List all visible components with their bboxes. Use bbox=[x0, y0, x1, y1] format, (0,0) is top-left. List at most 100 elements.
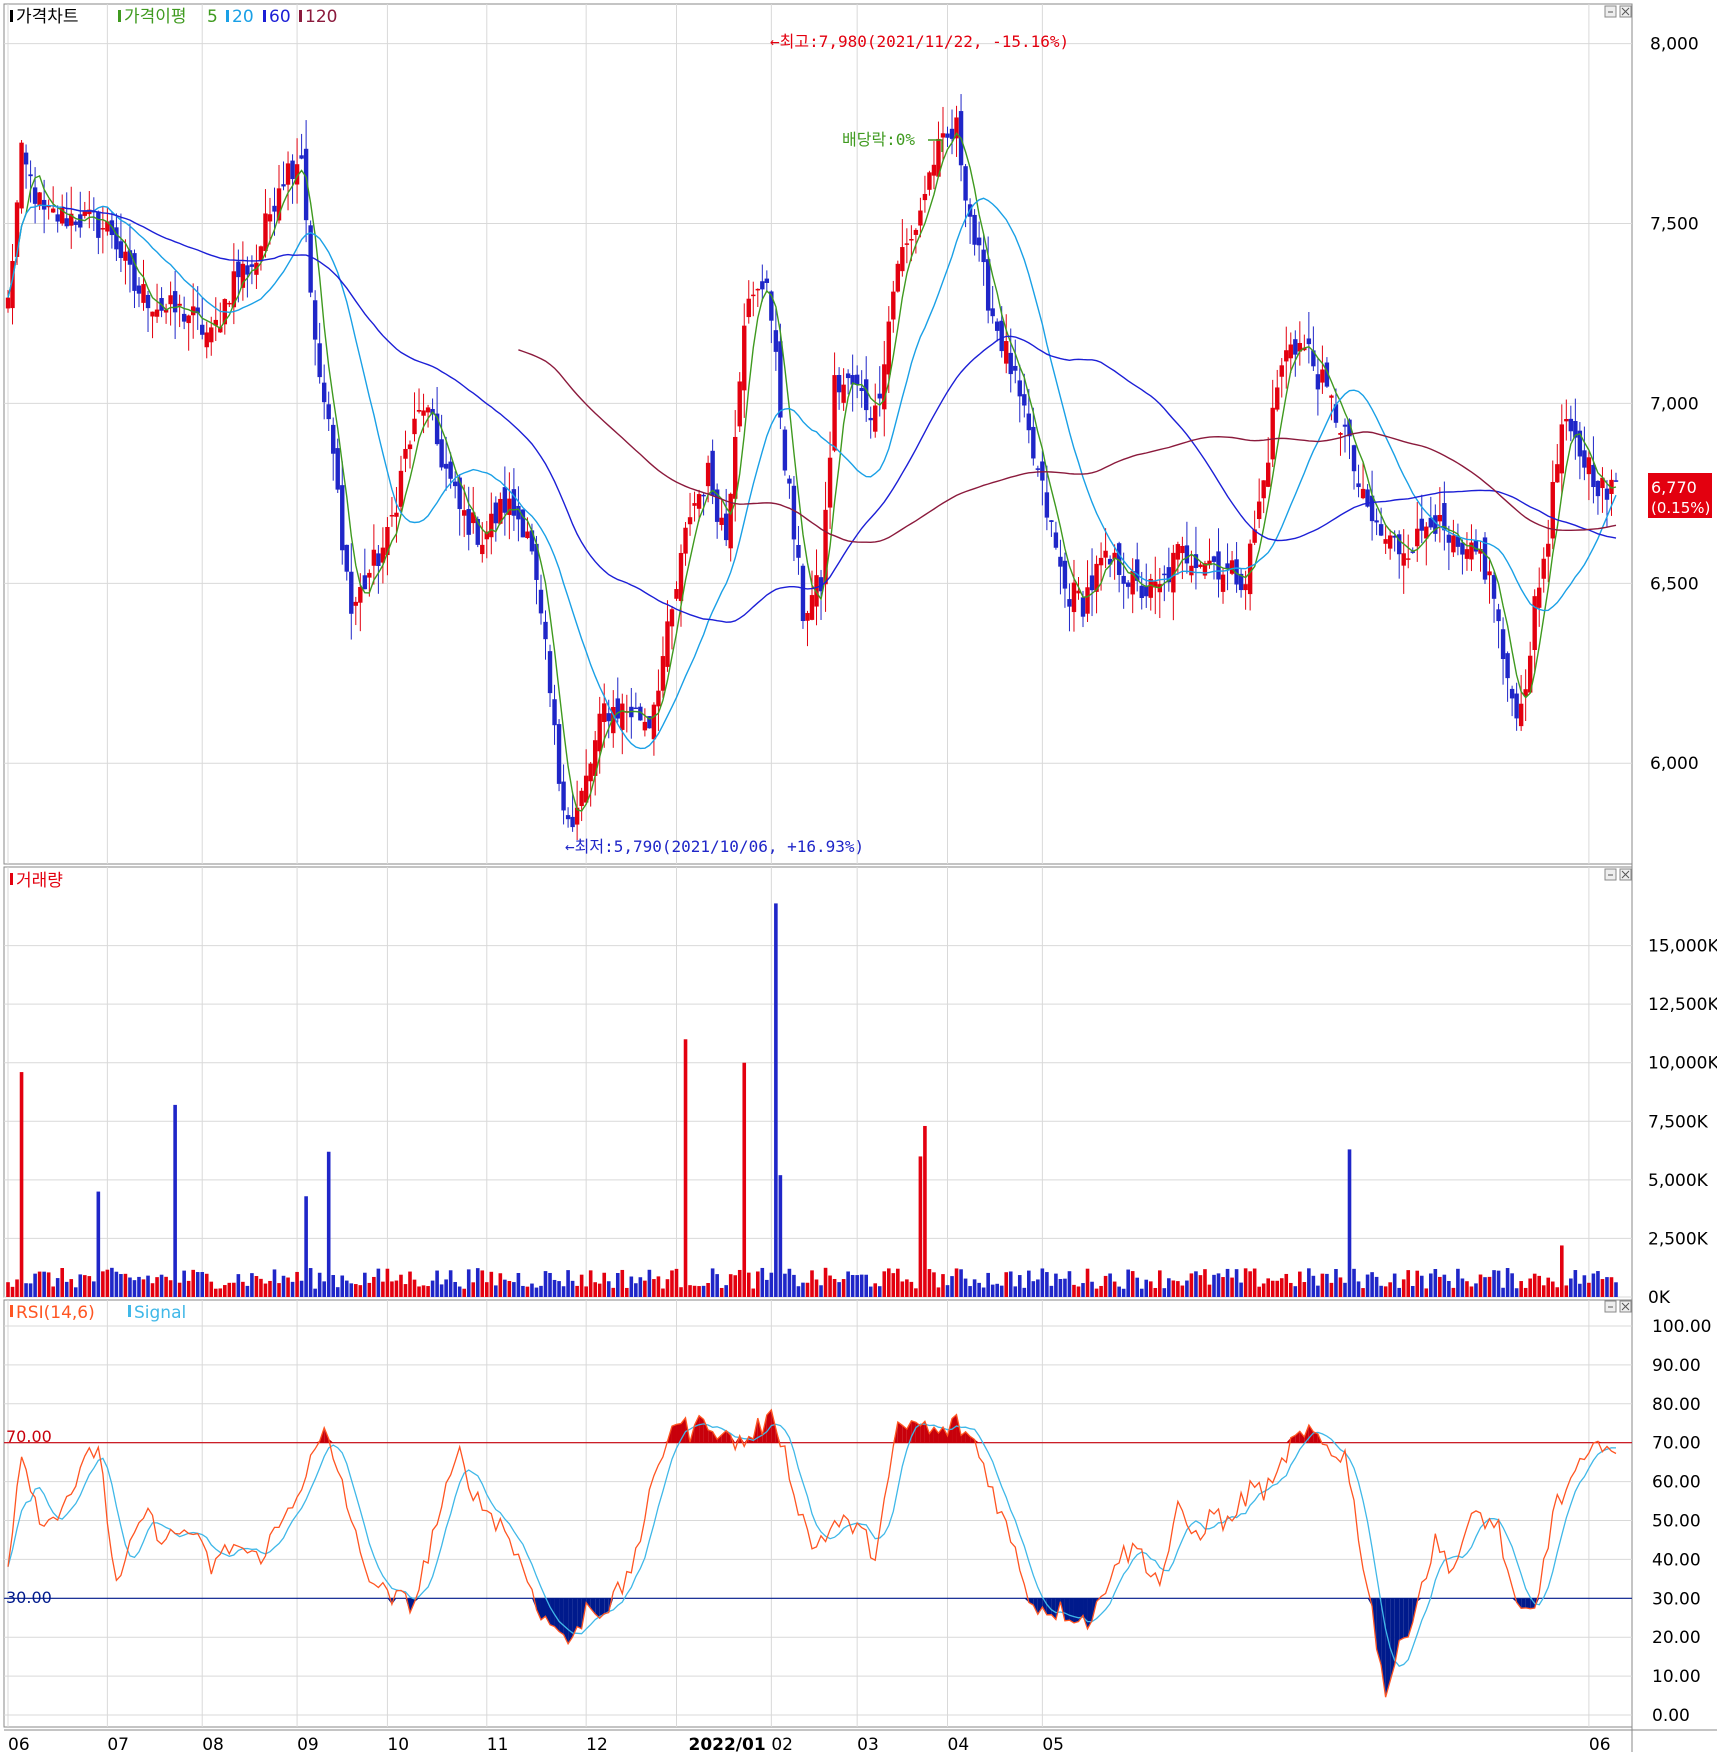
volume-bar bbox=[78, 1274, 83, 1297]
candle-body bbox=[285, 163, 291, 185]
legend-signal[interactable]: Signal bbox=[134, 1303, 186, 1323]
candle-body bbox=[1387, 535, 1393, 549]
candle-body bbox=[678, 552, 684, 602]
volume-bar bbox=[498, 1273, 503, 1297]
candle-body bbox=[696, 494, 702, 509]
rsi-overbought-fill bbox=[708, 1430, 713, 1443]
volume-bar bbox=[60, 1268, 65, 1297]
candle-body bbox=[1279, 365, 1284, 377]
legend-ma120[interactable]: 120 bbox=[305, 7, 337, 27]
rsi-oversold-fill bbox=[1521, 1598, 1526, 1609]
volume-bar bbox=[905, 1279, 909, 1297]
candle-body bbox=[1067, 599, 1072, 607]
candle-body bbox=[719, 517, 724, 525]
candle-body bbox=[236, 261, 241, 278]
candle-body bbox=[511, 489, 517, 516]
candle-body bbox=[498, 498, 503, 524]
volume-bar bbox=[697, 1286, 701, 1297]
volume-bar bbox=[1550, 1281, 1555, 1297]
candle-body bbox=[1306, 338, 1312, 345]
rsi-oversold-fill bbox=[599, 1598, 605, 1619]
volume-bar bbox=[665, 1279, 670, 1297]
candle-body bbox=[773, 330, 779, 352]
volume-tick-label: 12,500K bbox=[1648, 995, 1717, 1015]
legend-volume[interactable]: 거래량 bbox=[16, 871, 63, 891]
candle-body bbox=[1220, 574, 1226, 592]
candle-body bbox=[891, 291, 896, 320]
volume-bar bbox=[1523, 1287, 1528, 1297]
volume-bar bbox=[760, 1267, 765, 1297]
candle-body bbox=[1284, 350, 1289, 362]
candle-body bbox=[407, 444, 413, 450]
candle-body bbox=[1369, 495, 1375, 522]
volume-bar bbox=[1578, 1283, 1582, 1297]
candle-body bbox=[1008, 352, 1013, 375]
candle-body bbox=[403, 448, 408, 459]
volume-bar bbox=[33, 1273, 37, 1297]
candle-body bbox=[1311, 350, 1316, 367]
candle-body bbox=[633, 707, 639, 710]
candle-body bbox=[1139, 585, 1144, 598]
candle-body bbox=[1500, 629, 1506, 660]
volume-panel-close-icon[interactable] bbox=[1619, 868, 1632, 881]
candle-body bbox=[1004, 341, 1009, 364]
rsi-panel-restore-icon[interactable] bbox=[1604, 1300, 1617, 1313]
candle-body bbox=[832, 375, 837, 451]
volume-bar bbox=[516, 1272, 521, 1297]
volume-bar bbox=[317, 1272, 322, 1297]
candle-body bbox=[597, 713, 602, 752]
rsi-oversold-fill bbox=[1399, 1598, 1404, 1641]
time-tick-label: 11 bbox=[487, 1735, 509, 1753]
candle-body bbox=[249, 264, 255, 267]
legend-marker-ma120 bbox=[299, 10, 302, 22]
candle-body bbox=[931, 164, 937, 176]
rsi-overbought-fill bbox=[902, 1425, 907, 1443]
candle-body bbox=[443, 463, 449, 469]
candle-body bbox=[1329, 395, 1334, 398]
volume-bar bbox=[92, 1281, 96, 1297]
volume-tick-label: 2,500K bbox=[1648, 1229, 1709, 1249]
volume-panel-restore-icon[interactable] bbox=[1604, 868, 1617, 881]
volume-bar bbox=[1076, 1286, 1081, 1297]
candle-body bbox=[1053, 532, 1059, 548]
candle-body bbox=[805, 613, 810, 621]
legend-marker-rsi bbox=[10, 1305, 13, 1317]
volume-bar bbox=[1045, 1272, 1049, 1297]
legend-price[interactable]: 가격차트 bbox=[16, 7, 79, 27]
candle-body bbox=[507, 498, 512, 515]
candle-body bbox=[1378, 524, 1384, 536]
candle-body bbox=[1135, 559, 1140, 581]
volume-bar bbox=[1352, 1268, 1356, 1297]
volume-bar bbox=[715, 1274, 719, 1297]
rsi-overbought-fill bbox=[952, 1414, 957, 1443]
candle-body bbox=[904, 243, 910, 245]
candle-body bbox=[1103, 550, 1108, 558]
volume-bar bbox=[1410, 1285, 1415, 1297]
volume-bar bbox=[792, 1274, 796, 1297]
candle-body bbox=[23, 152, 29, 165]
volume-bar bbox=[877, 1286, 882, 1297]
volume-bar bbox=[936, 1287, 941, 1297]
volume-bar bbox=[1541, 1285, 1546, 1297]
legend-ma5[interactable]: 5 bbox=[207, 7, 218, 27]
volume-bar bbox=[335, 1287, 340, 1297]
candle-body bbox=[656, 690, 661, 707]
candle-body bbox=[127, 250, 133, 265]
legend-ma60[interactable]: 60 bbox=[269, 7, 291, 27]
candle-body bbox=[1550, 482, 1555, 539]
candle-body bbox=[1428, 517, 1434, 528]
legend-ma[interactable]: 가격이평 bbox=[124, 7, 187, 27]
volume-bar bbox=[1212, 1274, 1216, 1297]
legend-marker-ma20 bbox=[226, 10, 229, 22]
legend-marker-ma bbox=[118, 10, 121, 22]
legend-rsi[interactable]: RSI(14,6) bbox=[16, 1303, 95, 1323]
rsi-panel-close-icon[interactable] bbox=[1619, 1300, 1632, 1313]
candle-body bbox=[1482, 537, 1488, 580]
rsi-oversold-fill bbox=[1033, 1598, 1038, 1615]
price-panel-close-icon[interactable] bbox=[1619, 5, 1632, 18]
candle-body bbox=[1202, 563, 1208, 576]
candle-body bbox=[1338, 433, 1343, 435]
legend-ma20[interactable]: 20 bbox=[232, 7, 254, 27]
price-panel-restore-icon[interactable] bbox=[1604, 5, 1617, 18]
